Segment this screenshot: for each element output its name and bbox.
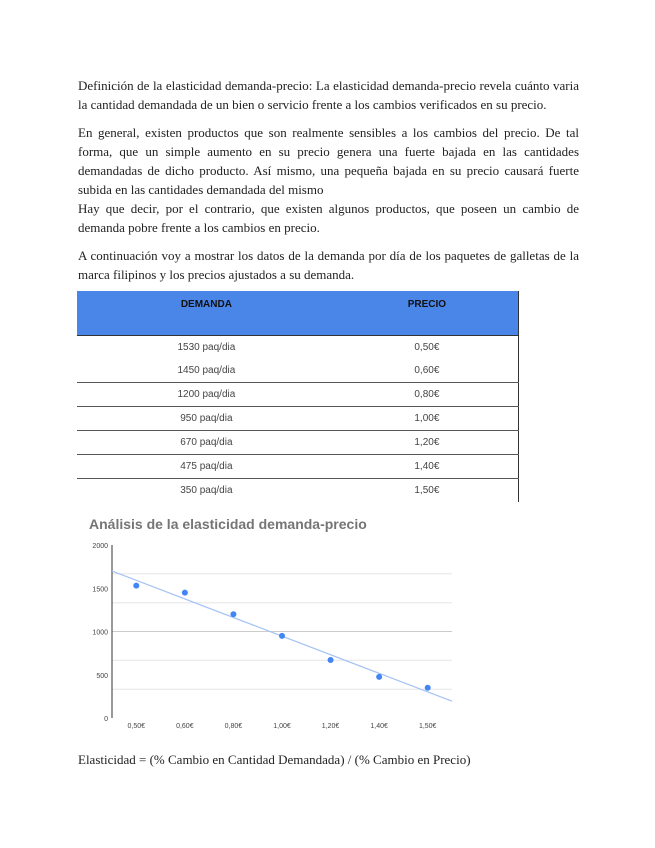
y-tick-label: 1500 xyxy=(92,586,108,593)
demand-price-table: DEMANDA PRECIO 1530 paq/dia 0,50€ 1450 paq… xyxy=(77,291,519,502)
table-row: 1450 paq/dia 0,60€ xyxy=(77,359,519,383)
x-tick-label: 0,60€ xyxy=(176,723,194,730)
demand-cell: 475 paq/dia xyxy=(77,454,336,479)
price-cell: 0,50€ xyxy=(414,342,440,353)
header-demanda: DEMANDA xyxy=(77,291,336,336)
y-tick-label: 500 xyxy=(96,673,108,680)
table-row: 1530 paq/dia 0,50€ xyxy=(77,336,519,360)
table-row: 1200 paq/dia 0,80€ xyxy=(77,382,519,407)
y-tick-label: 2000 xyxy=(92,543,108,550)
x-tick-label: 1,20€ xyxy=(322,723,340,730)
data-point xyxy=(327,657,334,664)
paragraph-definition: Definición de la elasticidad demanda-pre… xyxy=(78,78,579,112)
data-point xyxy=(376,673,383,680)
table-row: 350 paq/dia 1,50€ xyxy=(77,478,519,502)
price-cell: 1,40€ xyxy=(335,454,519,479)
price-cell: 0,80€ xyxy=(335,382,519,407)
x-tick-label: 1,40€ xyxy=(370,723,388,730)
demand-cell: 350 paq/dia xyxy=(77,478,336,502)
table-row: 670 paq/dia 1,20€ xyxy=(77,430,519,455)
data-point xyxy=(230,611,237,618)
demand-cell: 950 paq/dia xyxy=(77,406,336,431)
y-tick-label: 0 xyxy=(104,716,108,723)
price-cell: 1,00€ xyxy=(335,406,519,431)
data-point xyxy=(181,589,188,596)
price-cell: 0,60€ xyxy=(414,365,440,376)
y-tick-label: 1000 xyxy=(92,630,108,637)
data-point xyxy=(133,582,140,589)
price-cell: 1,50€ xyxy=(335,478,519,502)
header-precio: PRECIO xyxy=(335,291,519,336)
x-tick-label: 0,80€ xyxy=(225,723,243,730)
demand-cell: 1450 paq/dia xyxy=(177,365,236,376)
elasticity-formula: Elasticidad = (% Cambio en Cantidad Dema… xyxy=(78,752,471,767)
paragraph-inelastic-products: Hay que decir, por el contrario, que exi… xyxy=(78,201,579,235)
x-tick-label: 1,00€ xyxy=(273,723,291,730)
x-tick-label: 0,50€ xyxy=(128,723,146,730)
paragraph-sensitive-products: En general, existen productos que son re… xyxy=(78,125,579,197)
paragraph-data-intro: A continuación voy a mostrar los datos d… xyxy=(78,248,579,282)
price-cell: 1,20€ xyxy=(335,430,519,455)
table-row: 475 paq/dia 1,40€ xyxy=(77,454,519,479)
demand-cell: 670 paq/dia xyxy=(77,430,336,455)
demand-cell: 1200 paq/dia xyxy=(77,382,336,407)
chart-title: Análisis de la elasticidad demanda-preci… xyxy=(89,516,367,532)
data-point xyxy=(279,632,285,639)
x-tick-label: 1,50€ xyxy=(419,723,437,730)
elasticity-chart: Análisis de la elasticidad demanda-preci… xyxy=(89,516,453,730)
data-point xyxy=(424,684,431,691)
demand-cell: 1530 paq/dia xyxy=(177,342,236,353)
table-row: 950 paq/dia 1,00€ xyxy=(77,406,519,431)
